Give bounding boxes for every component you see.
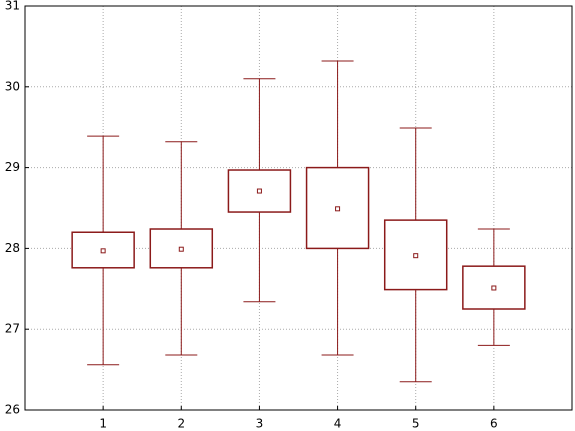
center-marker (178, 246, 184, 252)
x-tick-label: 6 (490, 417, 498, 431)
center-marker (335, 206, 341, 212)
center-marker (100, 248, 106, 254)
center-marker (256, 188, 262, 194)
y-tick-label: 27 (5, 322, 20, 336)
y-tick-label: 31 (5, 0, 20, 13)
x-tick-label: 5 (412, 417, 420, 431)
y-tick-label: 29 (5, 160, 20, 174)
x-tick-label: 4 (334, 417, 342, 431)
x-tick-label: 1 (99, 417, 107, 431)
box (227, 169, 292, 213)
plot-frame (24, 5, 573, 411)
x-tick-label: 3 (256, 417, 264, 431)
center-marker (413, 253, 419, 259)
center-marker (491, 285, 497, 291)
y-tick-label: 26 (5, 403, 20, 417)
y-tick-label: 30 (5, 79, 20, 93)
y-tick-label: 28 (5, 241, 20, 255)
x-tick-label: 2 (177, 417, 185, 431)
plot-area (25, 6, 572, 410)
